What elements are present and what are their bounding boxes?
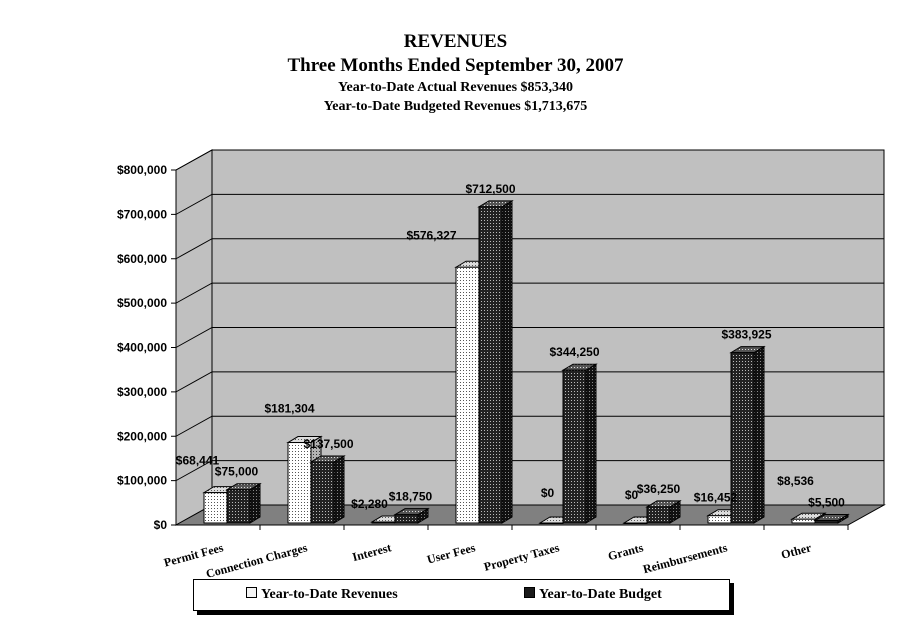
bar-side [585, 363, 597, 524]
gridline [175, 460, 884, 482]
bar-front [226, 489, 251, 524]
gridline [175, 327, 884, 348]
bar-value-label: $36,250 [637, 482, 681, 496]
bar-value-label: $576,327 [406, 228, 456, 242]
bar-front [562, 369, 587, 524]
gridline [175, 149, 884, 171]
floor [174, 504, 886, 526]
gridline [175, 193, 884, 215]
bar-front [394, 514, 419, 524]
bar-front [455, 266, 480, 524]
legend-label-revenues: Year-to-Date Revenues [261, 587, 398, 602]
y-tick-label: $300,000 [117, 385, 167, 399]
chart-titles: REVENUES Three Months Ended September 30… [0, 30, 911, 116]
gridline [175, 371, 884, 393]
bar-value-label: $383,925 [721, 328, 771, 342]
legend-item-budget: Year-to-Date Budget [524, 587, 662, 603]
budget-bar-connection-charges [309, 455, 346, 524]
bar-front [707, 515, 732, 524]
bar-value-label: $2,280 [351, 497, 388, 511]
bar-front [539, 522, 564, 524]
budget-bar-other [813, 513, 850, 524]
bar-front [623, 522, 648, 524]
x-tick-label: Grants [606, 540, 645, 563]
bar-value-label: $75,000 [215, 465, 259, 479]
y-tick-label: $100,000 [117, 474, 167, 488]
bar-side [249, 482, 261, 524]
bar-front [730, 352, 755, 524]
bar-value-label: $0 [541, 486, 555, 500]
gridlines [175, 149, 884, 482]
bar-value-label: $712,500 [465, 182, 515, 196]
bar-front [310, 461, 335, 524]
bar-side [753, 345, 765, 524]
budget-bar-reimbursements [729, 345, 766, 524]
bar-side [501, 199, 513, 524]
chart-subtitle: Three Months Ended September 30, 2007 [287, 55, 624, 76]
bar-front [646, 506, 671, 524]
bar-side [333, 455, 345, 524]
chart-walls [174, 149, 886, 526]
chart-title: REVENUES [403, 31, 508, 52]
bar-front [814, 520, 839, 524]
y-tick-label: $400,000 [117, 341, 167, 355]
bar-value-labels: $68,441$75,000 $181,304 $137,500 $2,280$18,… [176, 182, 845, 511]
y-tick-label: $500,000 [117, 296, 167, 310]
x-tick-label: Property Taxes [482, 540, 561, 574]
budget-bar-grants [645, 500, 682, 524]
y-tick-label: $700,000 [117, 207, 167, 221]
bar-front [371, 521, 396, 524]
legend-label-budget: Year-to-Date Budget [539, 587, 662, 602]
gridline [175, 238, 884, 260]
bar-value-label: $16,452 [694, 491, 738, 505]
y-tick-label: $600,000 [117, 252, 167, 266]
legend-item-revenues: Year-to-Date Revenues [246, 587, 398, 603]
budget-bar-permit-fees [225, 482, 262, 524]
y-tick-label: $0 [154, 518, 168, 532]
bar-front [287, 442, 312, 524]
bar-front [203, 492, 228, 524]
bar-value-label: $8,536 [777, 474, 814, 488]
x-tick-label: Other [780, 540, 814, 562]
bar-front [478, 206, 503, 524]
budget-bar-property-taxes [561, 363, 598, 524]
chart-legend: Year-to-Date Revenues Year-to-Date Budge… [193, 579, 730, 611]
legend-swatch-revenues [246, 587, 257, 598]
bars [202, 199, 850, 524]
bar-value-label: $5,500 [808, 496, 845, 510]
bar-value-label: $68,441 [176, 454, 220, 468]
x-tick-label: User Fees [425, 540, 477, 566]
y-axis: $0 $100,000 $200,000 $300,000 $400,000 $500,0… [117, 163, 177, 532]
budget-bar-interest [393, 507, 430, 524]
actual-revenues-line: Year-to-Date Actual Revenues $853,340 [337, 80, 574, 95]
gridline [175, 415, 884, 437]
x-tick-label: Interest [351, 540, 393, 564]
budgeted-revenues-line: Year-to-Date Budgeted Revenues $1,713,67… [323, 99, 588, 114]
bar-value-label: $137,500 [303, 437, 353, 451]
gridline [175, 282, 884, 304]
bar-value-label: $0 [625, 488, 639, 502]
bar-value-label: $181,304 [264, 402, 314, 416]
bar-front [791, 518, 816, 524]
budget-bar-user-fees [477, 199, 514, 524]
bar-value-label: $344,250 [549, 345, 599, 359]
legend-swatch-budget [524, 587, 535, 598]
bar-value-label: $18,750 [389, 490, 433, 504]
y-tick-label: $200,000 [117, 429, 167, 443]
x-tick-label: Reimbursements [641, 540, 729, 576]
y-tick-label: $800,000 [117, 163, 167, 177]
